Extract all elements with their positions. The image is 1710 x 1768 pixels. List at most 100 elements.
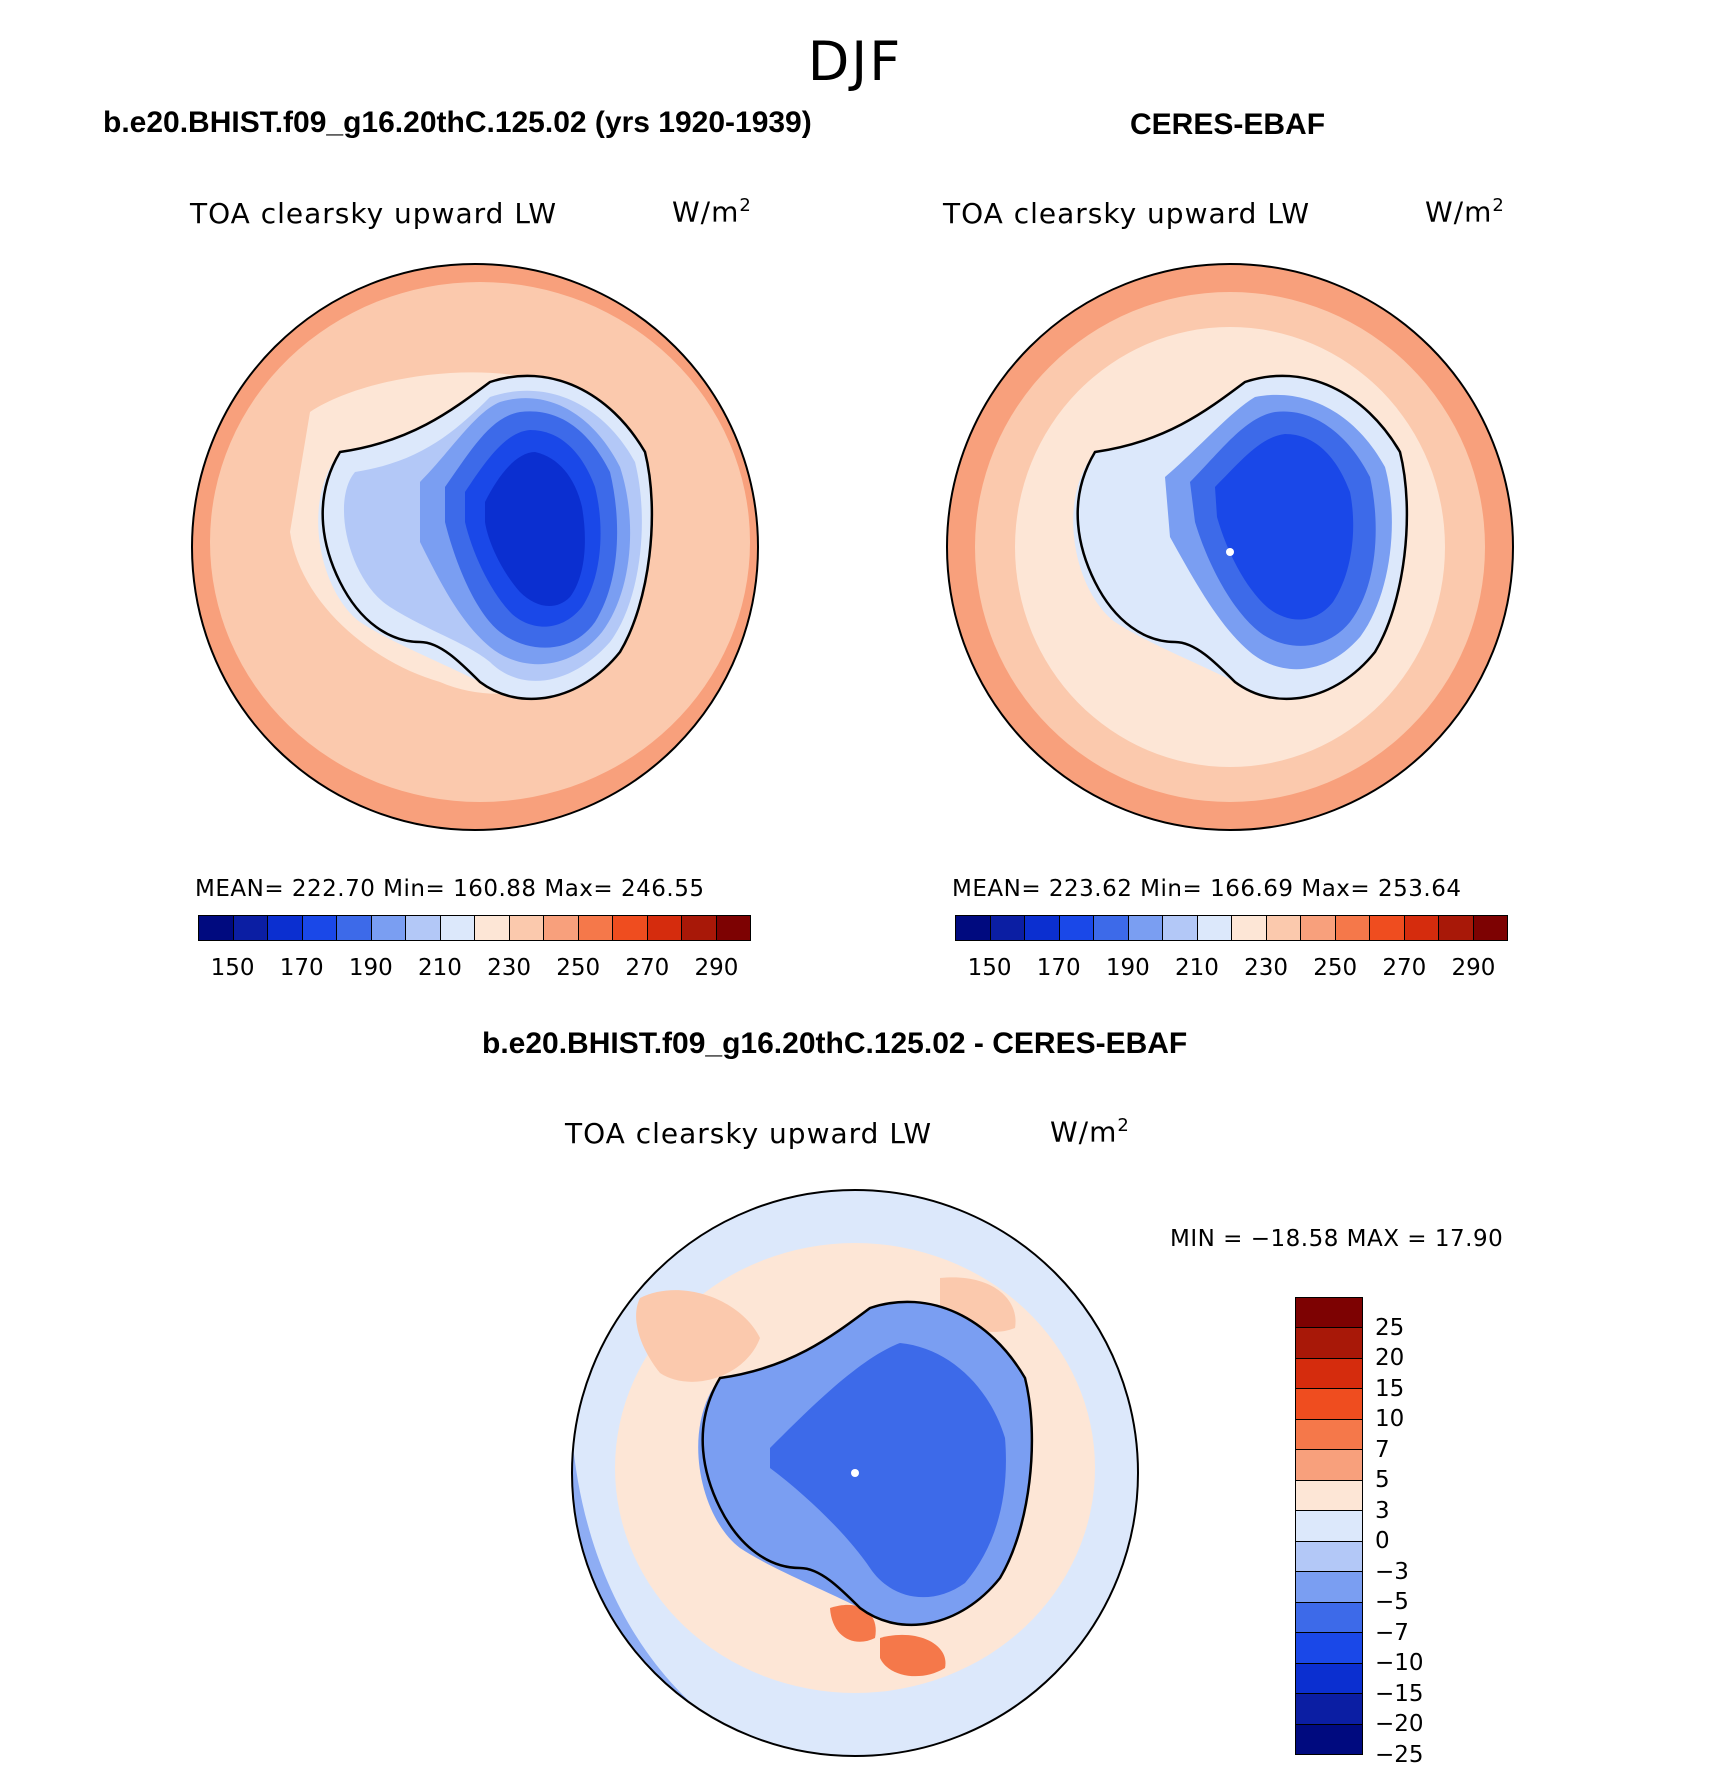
colorbar-swatch [1296,1389,1362,1420]
diff-stats: MIN = −18.58 MAX = 17.90 [1170,1226,1504,1252]
colorbar-tick-label: 230 [1244,955,1289,981]
diff-panel-title: b.e20.BHIST.f09_g16.20thC.125.02 - CERES… [482,1027,1188,1060]
colorbar-swatch [682,916,717,940]
colorbar-tick-label: 290 [1451,955,1496,981]
diff-patch-nw [636,1290,760,1382]
colorbar-swatch [233,916,268,940]
colorbar-swatch [1296,1450,1362,1481]
colorbar-tick-label: 150 [210,955,255,981]
colorbar-swatch [1163,916,1198,940]
colorbar-swatch [475,916,510,940]
colorbar-tick-label: 190 [1105,955,1150,981]
diff-patch-s1 [830,1604,876,1642]
diff-units-label: W/m2 [1050,1115,1130,1149]
model-variable-label: TOA clearsky upward LW [190,197,558,230]
colorbar-swatch [1296,1358,1362,1390]
colorbar-tick-label: 7 [1375,1436,1390,1463]
colorbar-swatch [371,916,406,940]
colorbar-swatch [1094,916,1129,940]
colorbar-tick-label: 0 [1375,1528,1390,1555]
colorbar-tick-label: 250 [556,955,601,981]
colorbar-swatch [1370,916,1405,940]
colorbar-swatch [544,916,579,940]
colorbar-swatch [1335,916,1370,940]
colorbar-swatch [509,916,544,940]
obs-units-label: W/m2 [1425,195,1505,229]
colorbar-swatch [1296,1572,1362,1603]
colorbar-swatch [268,916,303,940]
colorbar-swatch [1296,1480,1362,1512]
colorbar-swatch [990,916,1025,940]
colorbar-tick-label: −20 [1375,1711,1424,1738]
colorbar-swatch [1296,1663,1362,1695]
colorbar-swatch [199,916,234,940]
obs-panel-title: CERES-EBAF [1130,108,1326,141]
colorbar-swatch [1059,916,1094,940]
colorbar-tick-label: −7 [1375,1619,1409,1646]
colorbar-tick-label: 230 [487,955,532,981]
colorbar-tick-label: 20 [1375,1345,1405,1372]
colorbar-swatch [1296,1633,1362,1664]
colorbar-tick-label: −3 [1375,1558,1409,1585]
model-polar-map [191,263,759,831]
colorbar-tick-label: 210 [1174,955,1219,981]
season-title: DJF [807,30,903,93]
colorbar-swatch [406,916,441,940]
model-stats: MEAN= 222.70 Min= 160.88 Max= 246.55 [195,876,705,902]
colorbar-tick-label: 170 [1036,955,1081,981]
colorbar-swatch [1197,916,1232,940]
colorbar-tick-label: −25 [1375,1742,1424,1768]
diff-ice-2 [770,1343,1006,1598]
diff-variable-label: TOA clearsky upward LW [565,1117,933,1150]
colorbar-tick-label: 15 [1375,1375,1405,1402]
colorbar-tick-label: 190 [348,955,393,981]
colorbar-tick-label: −10 [1375,1650,1424,1677]
colorbar-tick-label: 5 [1375,1467,1390,1494]
colorbar-tick-label: 150 [967,955,1012,981]
obs-coastline [1076,374,1409,701]
colorbar-swatch [1296,1328,1362,1359]
colorbar-swatch [337,916,372,940]
model-units-label: W/m2 [672,195,752,229]
colorbar-tick-label: 3 [1375,1497,1390,1524]
model-colorbar-ticks: 150 170 190 210 230 250 270 290 [198,955,751,983]
diff-polar-map [571,1189,1139,1757]
colorbar-swatch [1404,916,1439,940]
colorbar-tick-label: 290 [694,955,739,981]
model-panel-title: b.e20.BHIST.f09_g16.20thC.125.02 (yrs 19… [103,106,812,139]
colorbar-swatch [1439,916,1474,940]
colorbar-swatch [302,916,337,940]
colorbar-swatch [613,916,648,940]
colorbar-swatch [578,916,613,940]
diff-coastline [701,1300,1034,1627]
colorbar-swatch [1128,916,1163,940]
colorbar-swatch [1232,916,1267,940]
colorbar-swatch [440,916,475,940]
colorbar-swatch [956,916,991,940]
obs-stats: MEAN= 223.62 Min= 166.69 Max= 253.64 [952,876,1462,902]
colorbar-tick-label: 270 [1382,955,1427,981]
obs-colorbar [955,915,1508,941]
colorbar-swatch [1296,1298,1362,1329]
obs-variable-label: TOA clearsky upward LW [943,197,1311,230]
diff-colorbar [1295,1297,1363,1755]
colorbar-swatch [1296,1724,1362,1755]
colorbar-tick-label: 270 [625,955,670,981]
colorbar-tick-label: 25 [1375,1314,1405,1341]
colorbar-swatch [1296,1602,1362,1634]
model-ice-5 [485,452,585,607]
diff-colorbar-ticks: 25 20 15 10 7 5 3 0 −3 −5 −7 −10 −15 −20 −25 [1375,1297,1455,1768]
colorbar-swatch [716,916,750,940]
model-colorbar [198,915,751,941]
colorbar-swatch [1296,1694,1362,1725]
colorbar-tick-label: 210 [417,955,462,981]
diff-patch-s2 [880,1634,946,1677]
colorbar-tick-label: −5 [1375,1589,1409,1616]
colorbar-swatch [1296,1541,1362,1573]
model-coastline [321,374,654,701]
colorbar-swatch [1296,1511,1362,1542]
obs-polar-map [946,263,1514,831]
colorbar-swatch [1266,916,1301,940]
obs-colorbar-ticks: 150 170 190 210 230 250 270 290 [955,955,1508,983]
colorbar-tick-label: −15 [1375,1680,1424,1707]
